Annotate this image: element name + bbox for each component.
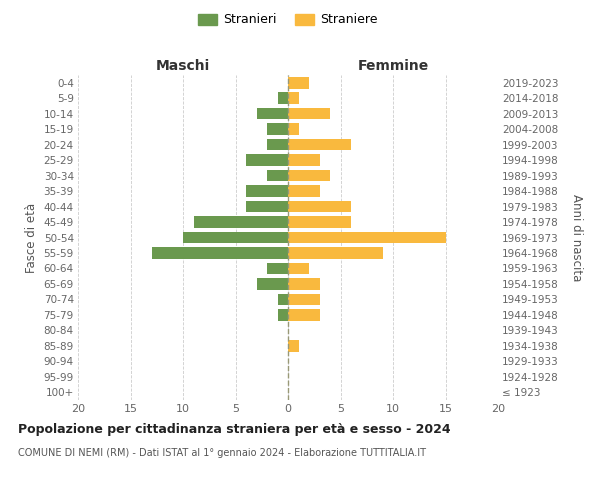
- Bar: [277, 309, 288, 320]
- Bar: [288, 139, 351, 150]
- Bar: [288, 340, 299, 351]
- Text: Popolazione per cittadinanza straniera per età e sesso - 2024: Popolazione per cittadinanza straniera p…: [18, 422, 451, 436]
- Bar: [267, 170, 288, 181]
- Text: COMUNE DI NEMI (RM) - Dati ISTAT al 1° gennaio 2024 - Elaborazione TUTTITALIA.IT: COMUNE DI NEMI (RM) - Dati ISTAT al 1° g…: [18, 448, 426, 458]
- Bar: [257, 278, 288, 289]
- Bar: [267, 124, 288, 135]
- Bar: [288, 124, 299, 135]
- Bar: [288, 232, 445, 243]
- Bar: [277, 294, 288, 305]
- Bar: [288, 154, 320, 166]
- Legend: Stranieri, Straniere: Stranieri, Straniere: [194, 10, 382, 30]
- Bar: [193, 216, 288, 228]
- Bar: [277, 92, 288, 104]
- Y-axis label: Anni di nascita: Anni di nascita: [570, 194, 583, 281]
- Text: Femmine: Femmine: [358, 58, 428, 72]
- Bar: [288, 247, 383, 259]
- Bar: [288, 294, 320, 305]
- Bar: [288, 309, 320, 320]
- Bar: [246, 154, 288, 166]
- Bar: [183, 232, 288, 243]
- Bar: [267, 139, 288, 150]
- Bar: [246, 200, 288, 212]
- Bar: [267, 262, 288, 274]
- Bar: [246, 186, 288, 197]
- Bar: [288, 278, 320, 289]
- Bar: [288, 108, 330, 120]
- Bar: [288, 262, 309, 274]
- Bar: [288, 92, 299, 104]
- Text: Maschi: Maschi: [156, 58, 210, 72]
- Bar: [151, 247, 288, 259]
- Bar: [288, 186, 320, 197]
- Y-axis label: Fasce di età: Fasce di età: [25, 202, 38, 272]
- Bar: [288, 216, 351, 228]
- Bar: [288, 77, 309, 88]
- Bar: [257, 108, 288, 120]
- Bar: [288, 170, 330, 181]
- Bar: [288, 200, 351, 212]
